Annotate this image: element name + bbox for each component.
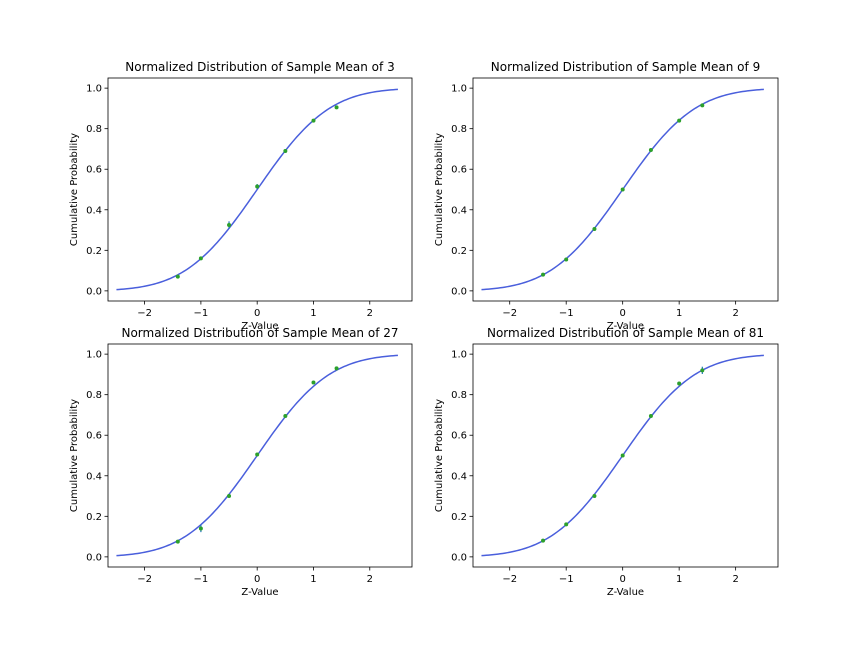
x-axis-label: Z-Value [241, 587, 278, 598]
y-tick-label: 0.8 [451, 124, 467, 135]
data-point [648, 413, 653, 418]
y-tick-label: 0.2 [451, 512, 467, 523]
data-point [198, 256, 203, 261]
y-tick-label: 0.8 [86, 124, 102, 135]
x-tick-label: −2 [502, 308, 517, 319]
y-axis-label: Cumulative Probability [69, 133, 80, 246]
y-tick-label: 0.2 [86, 246, 102, 257]
cdf-curve [116, 88, 398, 291]
x-tick-label: −2 [502, 574, 517, 585]
chart-title: Normalized Distribution of Sample Mean o… [487, 326, 764, 340]
data-point [255, 184, 260, 189]
x-tick-label: −1 [559, 574, 574, 585]
y-tick-label: 0.2 [451, 246, 467, 257]
x-tick-label: 0 [619, 308, 625, 319]
data-point [311, 118, 316, 123]
y-tick-label: 0.6 [86, 165, 102, 176]
x-axis-label: Z-Value [607, 321, 644, 332]
x-tick-label: 1 [310, 308, 316, 319]
y-tick-label: 1.0 [451, 84, 467, 95]
data-point [334, 366, 339, 371]
data-point [227, 494, 232, 499]
data-point [592, 227, 597, 232]
data-point [334, 105, 339, 110]
x-tick-label: 1 [676, 574, 682, 585]
x-tick-label: 1 [310, 574, 316, 585]
y-tick-label: 0.6 [451, 431, 467, 442]
x-axis-label: Z-Value [607, 587, 644, 598]
y-tick-label: 0.0 [86, 286, 102, 297]
x-tick-label: 1 [676, 308, 682, 319]
y-tick-label: 0.6 [86, 431, 102, 442]
plot-frame [107, 343, 413, 568]
x-tick-label: −2 [137, 574, 152, 585]
x-tick-label: −1 [194, 574, 209, 585]
y-tick-label: 0.8 [451, 390, 467, 401]
y-tick-label: 0.0 [86, 552, 102, 563]
data-point [175, 539, 180, 544]
x-tick-label: −2 [137, 308, 152, 319]
y-axis-label: Cumulative Probability [69, 399, 80, 512]
y-tick-label: 1.0 [451, 350, 467, 361]
y-tick-label: 1.0 [86, 350, 102, 361]
chart-panel-2: −2 −1 0 1 2 0.0 0.2 0.4 0.6 0.8 1.0 Normalized Dist… [434, 60, 779, 332]
y-tick-label: 0.4 [86, 471, 102, 482]
chart-title: Normalized Distribution of Sample Mean o… [121, 326, 398, 340]
y-axis-label: Cumulative Probability [434, 399, 445, 512]
data-point [541, 538, 546, 543]
y-tick-label: 0.4 [86, 205, 102, 216]
data-point [255, 452, 260, 457]
data-point [564, 522, 569, 527]
chart-panel-3: −2 −1 0 1 2 0.0 0.2 0.4 0.6 0.8 1.0 Normalized Dist… [69, 326, 413, 598]
data-point [677, 118, 682, 123]
y-tick-label: 0.0 [451, 552, 467, 563]
data-point [283, 148, 288, 153]
y-tick-label: 0.6 [451, 165, 467, 176]
y-axis-label: Cumulative Probability [434, 133, 445, 246]
data-point [592, 494, 597, 499]
data-point [311, 380, 316, 385]
y-tick-label: 0.2 [86, 512, 102, 523]
chart-panel-4: −2 −1 0 1 2 0.0 0.2 0.4 0.6 0.8 1.0 Normalized Dist… [434, 326, 779, 598]
chart-title: Normalized Distribution of Sample Mean o… [125, 60, 394, 74]
data-point [620, 453, 625, 458]
x-axis-label: Z-Value [241, 321, 278, 332]
plot-frame [107, 77, 413, 302]
data-point [700, 103, 705, 108]
chart-title: Normalized Distribution of Sample Mean o… [491, 60, 760, 74]
x-tick-label: 0 [254, 308, 260, 319]
data-point [175, 274, 180, 279]
data-point [541, 272, 546, 277]
plot-frame [472, 77, 779, 302]
y-tick-label: 1.0 [86, 84, 102, 95]
y-tick-label: 0.4 [451, 471, 467, 482]
y-tick-label: 0.4 [451, 205, 467, 216]
x-tick-label: 2 [732, 308, 738, 319]
data-point [564, 257, 569, 262]
data-point [700, 368, 705, 373]
plot-frame [472, 343, 779, 568]
chart-panel-1: −2 −1 0 1 2 0.0 0.2 0.4 0.6 0.8 1.0 Normalized Dist… [69, 60, 413, 332]
y-tick-label: 0.0 [451, 286, 467, 297]
data-point [227, 222, 232, 227]
x-tick-label: −1 [194, 308, 209, 319]
x-tick-label: 0 [619, 574, 625, 585]
x-tick-label: 0 [254, 574, 260, 585]
x-tick-label: −1 [559, 308, 574, 319]
y-tick-label: 0.8 [86, 390, 102, 401]
x-tick-label: 2 [732, 574, 738, 585]
x-tick-label: 2 [367, 308, 373, 319]
data-point [648, 147, 653, 152]
data-point [677, 381, 682, 386]
data-point [283, 413, 288, 418]
data-point [198, 526, 203, 531]
x-tick-label: 2 [367, 574, 373, 585]
data-point [620, 187, 625, 192]
